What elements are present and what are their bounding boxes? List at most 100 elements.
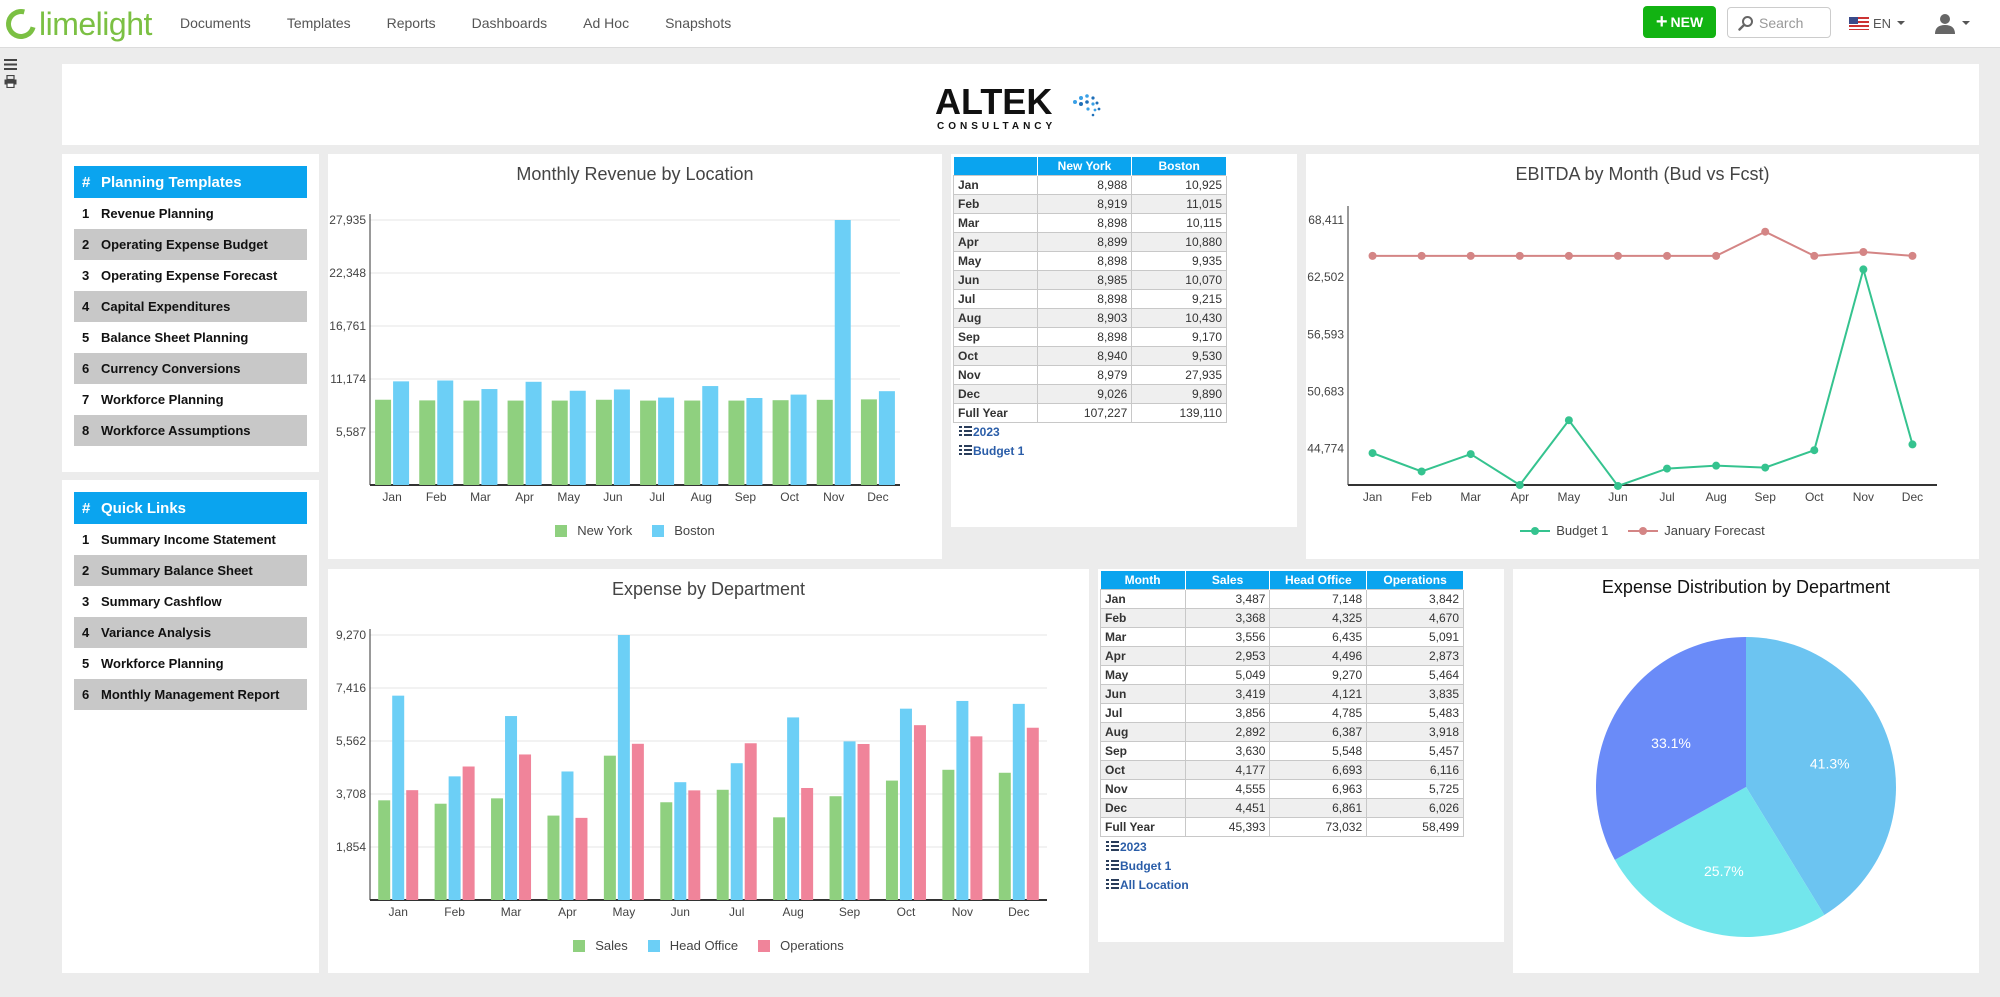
new-york-cell[interactable]: 8,899 xyxy=(1036,231,1133,252)
boston-cell[interactable]: 11,015 xyxy=(1131,193,1227,214)
filter-year[interactable]: 2023 xyxy=(1106,837,1189,856)
sales-cell[interactable]: 4,451 xyxy=(1184,797,1271,818)
planning-item-capital-expenditures[interactable]: 4 Capital Expenditures xyxy=(74,291,307,322)
sales-cell[interactable]: 5,049 xyxy=(1184,664,1271,685)
operations-cell[interactable]: 5,483 xyxy=(1366,702,1464,723)
search-input[interactable] xyxy=(1759,14,1829,31)
new-york-cell[interactable]: 8,985 xyxy=(1036,269,1133,290)
limelight-logo[interactable]: limelight xyxy=(0,3,152,45)
legend-item-january-forecast[interactable]: January Forecast xyxy=(1628,523,1765,538)
quick-link-summary-cashflow[interactable]: 3 Summary Cashflow xyxy=(74,586,307,617)
operations-cell[interactable]: 4,670 xyxy=(1366,607,1464,628)
legend-item-sales[interactable]: Sales xyxy=(573,938,628,953)
nav-snapshots[interactable]: Snapshots xyxy=(665,15,732,31)
operations-cell[interactable]: 6,116 xyxy=(1366,759,1464,780)
nav-ad-hoc[interactable]: Ad Hoc xyxy=(583,15,630,31)
sales-cell[interactable]: 45,393 xyxy=(1184,816,1271,837)
head-office-cell[interactable]: 6,861 xyxy=(1269,797,1368,818)
operations-cell[interactable]: 5,091 xyxy=(1366,626,1464,647)
search-box[interactable] xyxy=(1727,7,1831,38)
head-office-cell[interactable]: 6,963 xyxy=(1269,778,1368,799)
boston-cell[interactable]: 27,935 xyxy=(1131,364,1227,385)
operations-cell[interactable]: 2,873 xyxy=(1366,645,1464,666)
head-office-cell[interactable]: 4,121 xyxy=(1269,683,1368,704)
boston-cell[interactable]: 10,430 xyxy=(1131,307,1227,328)
sales-cell[interactable]: 3,368 xyxy=(1184,607,1271,628)
planning-item-currency-conversions[interactable]: 6 Currency Conversions xyxy=(74,353,307,384)
new-york-cell[interactable]: 8,979 xyxy=(1036,364,1133,385)
new-york-cell[interactable]: 8,940 xyxy=(1036,345,1133,366)
quick-link-summary-income-statement[interactable]: 1 Summary Income Statement xyxy=(74,524,307,555)
boston-cell[interactable]: 9,890 xyxy=(1131,383,1227,404)
new-york-cell[interactable]: 8,988 xyxy=(1036,174,1133,195)
head-office-cell[interactable]: 73,032 xyxy=(1269,816,1368,837)
sales-cell[interactable]: 2,892 xyxy=(1184,721,1271,742)
boston-cell[interactable]: 10,880 xyxy=(1131,231,1227,252)
head-office-cell[interactable]: 7,148 xyxy=(1269,588,1368,609)
operations-cell[interactable]: 5,464 xyxy=(1366,664,1464,685)
new-york-cell[interactable]: 8,898 xyxy=(1036,250,1133,271)
filter-scenario[interactable]: Budget 1 xyxy=(1106,856,1189,875)
filter-year[interactable]: 2023 xyxy=(959,422,1024,441)
quick-link-monthly-management-report[interactable]: 6 Monthly Management Report xyxy=(74,679,307,710)
sales-cell[interactable]: 3,856 xyxy=(1184,702,1271,723)
boston-cell[interactable]: 9,170 xyxy=(1131,326,1227,347)
planning-item-operating-expense-forecast[interactable]: 3 Operating Expense Forecast xyxy=(74,260,307,291)
head-office-cell[interactable]: 4,496 xyxy=(1269,645,1368,666)
boston-cell[interactable]: 9,935 xyxy=(1131,250,1227,271)
head-office-cell[interactable]: 6,435 xyxy=(1269,626,1368,647)
operations-cell[interactable]: 5,457 xyxy=(1366,740,1464,761)
boston-cell[interactable]: 9,530 xyxy=(1131,345,1227,366)
head-office-cell[interactable]: 6,387 xyxy=(1269,721,1368,742)
new-york-cell[interactable]: 107,227 xyxy=(1036,402,1133,423)
boston-cell[interactable]: 10,070 xyxy=(1131,269,1227,290)
planning-item-operating-expense-budget[interactable]: 2 Operating Expense Budget xyxy=(74,229,307,260)
legend-item-boston[interactable]: Boston xyxy=(652,523,715,538)
quick-link-workforce-planning[interactable]: 5 Workforce Planning xyxy=(74,648,307,679)
language-selector[interactable]: EN xyxy=(1849,12,1907,34)
new-york-cell[interactable]: 8,898 xyxy=(1036,288,1133,309)
nav-reports[interactable]: Reports xyxy=(386,15,436,31)
print-icon[interactable] xyxy=(4,75,17,88)
nav-documents[interactable]: Documents xyxy=(180,15,251,31)
boston-cell[interactable]: 9,215 xyxy=(1131,288,1227,309)
operations-cell[interactable]: 3,835 xyxy=(1366,683,1464,704)
planning-item-revenue-planning[interactable]: 1 Revenue Planning xyxy=(74,198,307,229)
user-menu[interactable] xyxy=(1934,10,1972,36)
operations-cell[interactable]: 3,918 xyxy=(1366,721,1464,742)
operations-cell[interactable]: 6,026 xyxy=(1366,797,1464,818)
new-york-cell[interactable]: 8,898 xyxy=(1036,326,1133,347)
new-york-cell[interactable]: 9,026 xyxy=(1036,383,1133,404)
head-office-cell[interactable]: 4,325 xyxy=(1269,607,1368,628)
legend-item-head-office[interactable]: Head Office xyxy=(647,938,738,953)
quick-link-variance-analysis[interactable]: 4 Variance Analysis xyxy=(74,617,307,648)
planning-item-workforce-planning[interactable]: 7 Workforce Planning xyxy=(74,384,307,415)
nav-dashboards[interactable]: Dashboards xyxy=(471,15,548,31)
boston-cell[interactable]: 139,110 xyxy=(1131,402,1227,423)
boston-cell[interactable]: 10,115 xyxy=(1131,212,1227,233)
head-office-cell[interactable]: 4,785 xyxy=(1269,702,1368,723)
sales-cell[interactable]: 3,419 xyxy=(1184,683,1271,704)
head-office-cell[interactable]: 5,548 xyxy=(1269,740,1368,761)
sales-cell[interactable]: 2,953 xyxy=(1184,645,1271,666)
menu-icon[interactable] xyxy=(4,58,17,71)
operations-cell[interactable]: 58,499 xyxy=(1366,816,1464,837)
sales-cell[interactable]: 4,555 xyxy=(1184,778,1271,799)
sales-cell[interactable]: 3,487 xyxy=(1184,588,1271,609)
legend-item-new-york[interactable]: New York xyxy=(555,523,632,538)
operations-cell[interactable]: 5,725 xyxy=(1366,778,1464,799)
filter-scenario[interactable]: Budget 1 xyxy=(959,441,1024,460)
new-york-cell[interactable]: 8,919 xyxy=(1036,193,1133,214)
legend-item-budget-1[interactable]: Budget 1 xyxy=(1520,523,1608,538)
sales-cell[interactable]: 3,630 xyxy=(1184,740,1271,761)
filter-location[interactable]: All Location xyxy=(1106,875,1189,894)
new-york-cell[interactable]: 8,903 xyxy=(1036,307,1133,328)
nav-templates[interactable]: Templates xyxy=(286,15,351,31)
head-office-cell[interactable]: 9,270 xyxy=(1269,664,1368,685)
boston-cell[interactable]: 10,925 xyxy=(1131,174,1227,195)
sales-cell[interactable]: 3,556 xyxy=(1184,626,1271,647)
quick-link-summary-balance-sheet[interactable]: 2 Summary Balance Sheet xyxy=(74,555,307,586)
sales-cell[interactable]: 4,177 xyxy=(1184,759,1271,780)
planning-item-workforce-assumptions[interactable]: 8 Workforce Assumptions xyxy=(74,415,307,446)
legend-item-operations[interactable]: Operations xyxy=(758,938,844,953)
